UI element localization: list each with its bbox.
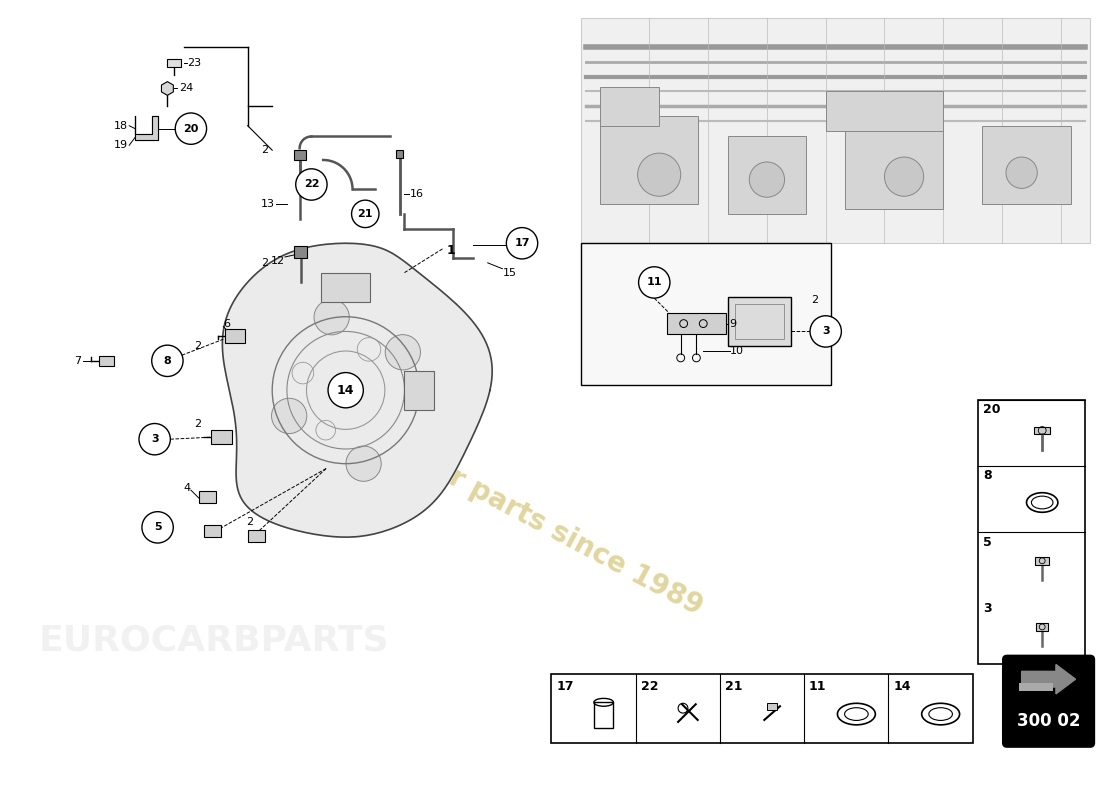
Text: EUROCARBPARTS: EUROCARBPARTS <box>39 623 388 657</box>
Bar <box>167 59 182 67</box>
Text: 17: 17 <box>515 238 530 248</box>
Text: 14: 14 <box>893 679 911 693</box>
Bar <box>204 526 221 537</box>
Text: 3: 3 <box>822 326 829 337</box>
Circle shape <box>1006 157 1037 189</box>
Text: 8: 8 <box>983 470 992 482</box>
Text: a passion for parts since 1989: a passion for parts since 1989 <box>277 374 707 622</box>
Circle shape <box>346 446 382 482</box>
Bar <box>294 246 308 258</box>
Bar <box>294 150 306 160</box>
Text: 1: 1 <box>447 244 455 257</box>
Bar <box>99 356 114 366</box>
Bar <box>1036 623 1048 631</box>
Polygon shape <box>222 243 492 537</box>
Text: 19: 19 <box>114 140 129 150</box>
Text: 20: 20 <box>983 403 1001 416</box>
Bar <box>551 674 972 743</box>
Circle shape <box>331 375 361 405</box>
Bar <box>982 126 1070 204</box>
Text: 300 02: 300 02 <box>1016 712 1080 730</box>
Bar <box>735 304 783 339</box>
Bar <box>405 370 433 410</box>
Circle shape <box>884 157 924 196</box>
Bar <box>728 135 806 214</box>
Text: 8: 8 <box>164 356 172 366</box>
Circle shape <box>272 398 307 434</box>
Text: 4: 4 <box>184 483 191 493</box>
Text: 17: 17 <box>557 679 574 693</box>
Bar <box>767 703 777 710</box>
Circle shape <box>810 316 842 347</box>
Text: 2: 2 <box>194 419 201 430</box>
Text: 5: 5 <box>983 535 992 549</box>
Text: 23: 23 <box>187 58 201 68</box>
Bar <box>581 18 1090 243</box>
Bar <box>728 297 791 346</box>
Bar <box>248 530 265 542</box>
Bar <box>321 273 371 302</box>
Polygon shape <box>1022 665 1076 694</box>
Text: 22: 22 <box>640 679 658 693</box>
Polygon shape <box>162 82 174 95</box>
Circle shape <box>314 299 350 335</box>
Bar <box>396 150 404 158</box>
Text: 11: 11 <box>810 679 826 693</box>
Text: 22: 22 <box>304 179 319 190</box>
Text: 16: 16 <box>409 190 424 199</box>
Text: 12: 12 <box>271 256 285 266</box>
Circle shape <box>385 334 420 370</box>
Text: 13: 13 <box>261 199 275 209</box>
Circle shape <box>328 373 363 408</box>
Circle shape <box>175 113 207 144</box>
Bar <box>210 430 232 444</box>
Text: 2: 2 <box>811 295 818 305</box>
Text: 2: 2 <box>194 341 201 351</box>
Text: 14: 14 <box>337 384 354 397</box>
Bar <box>1034 426 1050 434</box>
Bar <box>978 400 1086 665</box>
Circle shape <box>749 162 784 198</box>
Circle shape <box>139 423 170 455</box>
Bar <box>226 330 245 343</box>
Text: 15: 15 <box>503 268 516 278</box>
Circle shape <box>506 227 538 259</box>
Text: 5: 5 <box>154 522 162 532</box>
Bar <box>1019 683 1053 691</box>
Text: 24: 24 <box>179 83 194 94</box>
Text: 18: 18 <box>114 121 129 130</box>
Text: 2: 2 <box>245 518 253 527</box>
Bar <box>594 702 614 728</box>
Circle shape <box>638 153 681 196</box>
FancyBboxPatch shape <box>1003 656 1094 746</box>
Text: 21: 21 <box>725 679 742 693</box>
Text: 21: 21 <box>358 209 373 219</box>
Text: 11: 11 <box>647 278 662 287</box>
Circle shape <box>296 169 327 200</box>
Circle shape <box>152 345 183 377</box>
Text: 2: 2 <box>262 145 268 155</box>
Text: 2: 2 <box>262 258 268 268</box>
Bar <box>667 313 726 334</box>
Text: 6: 6 <box>223 318 230 329</box>
Circle shape <box>639 266 670 298</box>
Bar <box>581 243 830 386</box>
Bar <box>199 491 217 503</box>
Text: 3: 3 <box>983 602 992 614</box>
Text: 10: 10 <box>729 346 744 356</box>
Text: 20: 20 <box>184 124 199 134</box>
Text: 9: 9 <box>729 318 737 329</box>
Bar <box>826 91 944 130</box>
Bar <box>1035 557 1049 565</box>
Text: 3: 3 <box>151 434 158 444</box>
Bar <box>845 126 944 209</box>
Text: 7: 7 <box>74 356 81 366</box>
Circle shape <box>352 200 379 227</box>
Bar <box>601 86 659 126</box>
Polygon shape <box>135 116 157 140</box>
Bar <box>601 116 698 204</box>
Circle shape <box>142 512 174 543</box>
